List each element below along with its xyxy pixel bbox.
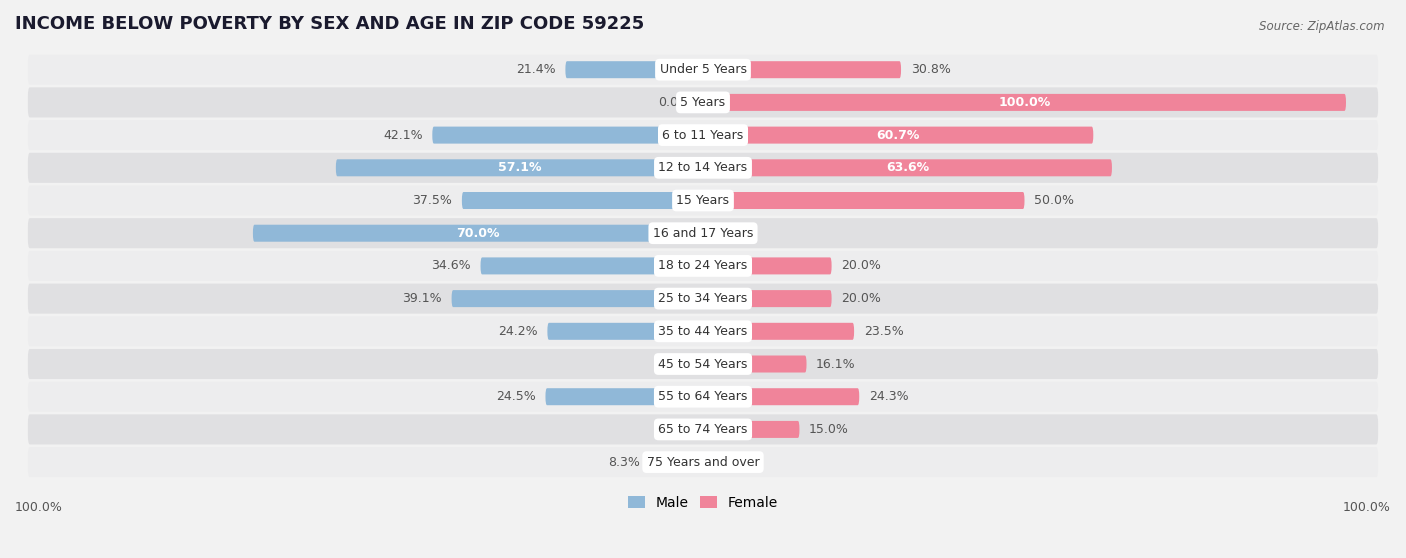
Text: 24.2%: 24.2%	[498, 325, 537, 338]
Text: 100.0%: 100.0%	[998, 96, 1050, 109]
FancyBboxPatch shape	[546, 388, 703, 405]
Text: 21.4%: 21.4%	[516, 63, 555, 76]
Text: 65 to 74 Years: 65 to 74 Years	[658, 423, 748, 436]
Text: 57.1%: 57.1%	[498, 161, 541, 174]
FancyBboxPatch shape	[703, 257, 831, 275]
FancyBboxPatch shape	[703, 159, 1112, 176]
FancyBboxPatch shape	[703, 61, 901, 78]
FancyBboxPatch shape	[28, 349, 1378, 379]
Text: 15 Years: 15 Years	[676, 194, 730, 207]
Text: 63.6%: 63.6%	[886, 161, 929, 174]
Text: 34.6%: 34.6%	[432, 259, 471, 272]
FancyBboxPatch shape	[703, 388, 859, 405]
Text: 42.1%: 42.1%	[382, 128, 423, 142]
FancyBboxPatch shape	[703, 94, 1346, 111]
Text: 0.0%: 0.0%	[716, 456, 748, 469]
FancyBboxPatch shape	[253, 225, 703, 242]
Text: 24.3%: 24.3%	[869, 390, 908, 403]
Text: 37.5%: 37.5%	[412, 194, 453, 207]
Text: 55 to 64 Years: 55 to 64 Years	[658, 390, 748, 403]
FancyBboxPatch shape	[28, 415, 1378, 445]
FancyBboxPatch shape	[481, 257, 703, 275]
FancyBboxPatch shape	[451, 290, 703, 307]
Text: 35 to 44 Years: 35 to 44 Years	[658, 325, 748, 338]
FancyBboxPatch shape	[463, 192, 703, 209]
FancyBboxPatch shape	[703, 323, 853, 340]
Text: 20.0%: 20.0%	[841, 259, 882, 272]
Text: 23.5%: 23.5%	[863, 325, 904, 338]
FancyBboxPatch shape	[28, 55, 1378, 85]
FancyBboxPatch shape	[650, 454, 703, 470]
FancyBboxPatch shape	[432, 127, 703, 143]
FancyBboxPatch shape	[28, 447, 1378, 477]
FancyBboxPatch shape	[703, 192, 1025, 209]
FancyBboxPatch shape	[703, 355, 807, 373]
Text: 16.1%: 16.1%	[815, 358, 856, 371]
Text: 39.1%: 39.1%	[402, 292, 441, 305]
FancyBboxPatch shape	[28, 283, 1378, 314]
Text: 20.0%: 20.0%	[841, 292, 882, 305]
Text: 0.0%: 0.0%	[716, 227, 748, 240]
FancyBboxPatch shape	[28, 185, 1378, 215]
FancyBboxPatch shape	[28, 382, 1378, 412]
FancyBboxPatch shape	[28, 120, 1378, 150]
Text: 5 Years: 5 Years	[681, 96, 725, 109]
Text: 6 to 11 Years: 6 to 11 Years	[662, 128, 744, 142]
Text: 15.0%: 15.0%	[808, 423, 849, 436]
Text: 24.5%: 24.5%	[496, 390, 536, 403]
Text: 18 to 24 Years: 18 to 24 Years	[658, 259, 748, 272]
FancyBboxPatch shape	[547, 323, 703, 340]
FancyBboxPatch shape	[28, 153, 1378, 183]
Text: 12 to 14 Years: 12 to 14 Years	[658, 161, 748, 174]
Text: 8.3%: 8.3%	[609, 456, 640, 469]
Text: INCOME BELOW POVERTY BY SEX AND AGE IN ZIP CODE 59225: INCOME BELOW POVERTY BY SEX AND AGE IN Z…	[15, 15, 644, 33]
FancyBboxPatch shape	[28, 251, 1378, 281]
Text: 100.0%: 100.0%	[15, 501, 63, 514]
Text: 16 and 17 Years: 16 and 17 Years	[652, 227, 754, 240]
Text: 0.0%: 0.0%	[658, 96, 690, 109]
Text: 45 to 54 Years: 45 to 54 Years	[658, 358, 748, 371]
Text: 0.0%: 0.0%	[658, 423, 690, 436]
FancyBboxPatch shape	[703, 421, 800, 438]
FancyBboxPatch shape	[28, 316, 1378, 347]
Text: Under 5 Years: Under 5 Years	[659, 63, 747, 76]
Text: 25 to 34 Years: 25 to 34 Years	[658, 292, 748, 305]
FancyBboxPatch shape	[28, 88, 1378, 117]
Text: 50.0%: 50.0%	[1035, 194, 1074, 207]
FancyBboxPatch shape	[703, 290, 831, 307]
Text: 30.8%: 30.8%	[911, 63, 950, 76]
Text: 100.0%: 100.0%	[1343, 501, 1391, 514]
FancyBboxPatch shape	[28, 218, 1378, 248]
Text: 70.0%: 70.0%	[456, 227, 499, 240]
FancyBboxPatch shape	[565, 61, 703, 78]
Text: 60.7%: 60.7%	[876, 128, 920, 142]
Text: 75 Years and over: 75 Years and over	[647, 456, 759, 469]
Text: 0.0%: 0.0%	[658, 358, 690, 371]
FancyBboxPatch shape	[336, 159, 703, 176]
Legend: Male, Female: Male, Female	[623, 490, 783, 516]
FancyBboxPatch shape	[703, 127, 1094, 143]
Text: Source: ZipAtlas.com: Source: ZipAtlas.com	[1260, 20, 1385, 32]
